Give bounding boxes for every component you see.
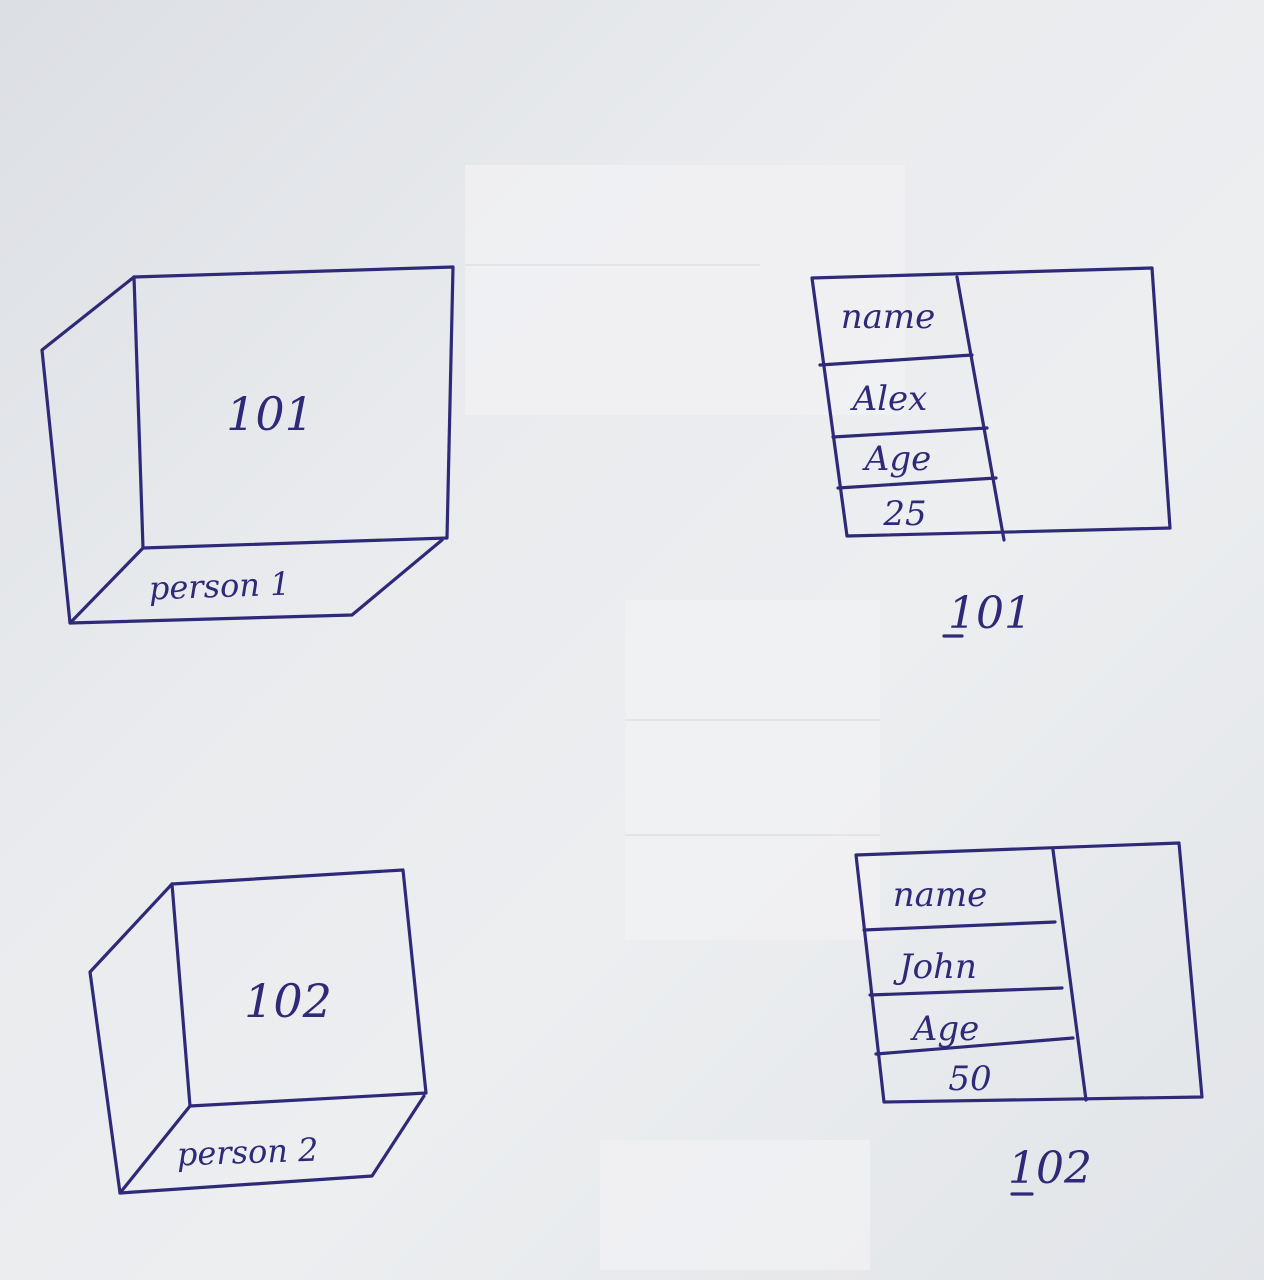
field-value-name: Alex bbox=[850, 379, 928, 419]
field-value-age: 50 bbox=[948, 1059, 991, 1099]
show-through-marks bbox=[465, 165, 905, 1270]
object-address: 102 bbox=[1008, 1143, 1092, 1194]
reference-box-id: 102 bbox=[244, 974, 332, 1028]
reference-box-label: person 2 bbox=[176, 1131, 319, 1174]
object-address: 101 bbox=[948, 588, 1032, 639]
heap-object-102: name John Age 50 102 bbox=[854, 841, 1204, 1196]
field-label-name: name bbox=[841, 297, 936, 337]
field-label-age: Age bbox=[910, 1009, 979, 1049]
field-label-age: Age bbox=[862, 439, 931, 479]
field-value-age: 25 bbox=[882, 494, 926, 534]
reference-box-person1: 101 person 1 bbox=[40, 265, 455, 625]
field-label-name: name bbox=[893, 875, 988, 915]
heap-object-101: name Alex Age 25 101 bbox=[810, 266, 1172, 639]
reference-box-label: person 1 bbox=[148, 565, 291, 608]
reference-box-person2: 102 person 2 bbox=[88, 868, 428, 1195]
reference-box-id: 101 bbox=[226, 387, 314, 441]
field-value-name: John bbox=[893, 947, 977, 987]
